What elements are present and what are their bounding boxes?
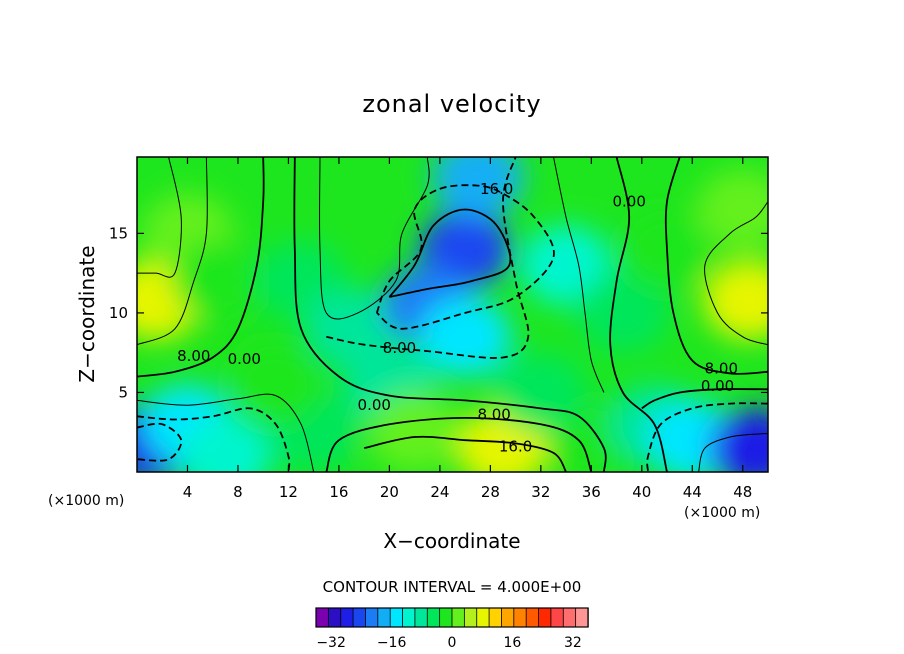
y-axis: 5 10 15	[109, 224, 768, 401]
field-patch-2	[173, 241, 266, 322]
contour-label-8: 8.00	[705, 360, 738, 378]
x-tick-label-5: 24	[430, 483, 449, 501]
x-unit-right: (×1000 m)	[684, 505, 760, 521]
x-tick-label-4: 20	[380, 483, 399, 501]
colorbar-swatch-3	[352, 607, 367, 628]
y-tick-label-1: 10	[109, 304, 128, 322]
colorbar	[315, 607, 589, 628]
field-patch-7	[431, 157, 524, 218]
y-tick-label-2: 15	[109, 224, 128, 242]
field-patch-11	[576, 272, 669, 353]
field-patch-14	[696, 169, 768, 250]
field-patch-26	[494, 352, 587, 433]
plot-area	[137, 157, 768, 472]
colorbar-swatch-16	[513, 607, 527, 628]
contour-line-0	[137, 157, 265, 378]
field-patch-17	[179, 416, 272, 472]
x-tick-label-1: 8	[233, 483, 243, 501]
colorbar-swatch-5	[377, 607, 391, 628]
contour-line-2	[137, 157, 182, 278]
x-tick-label-6: 28	[481, 483, 500, 501]
colorbar-swatch-17	[525, 607, 540, 628]
colorbar-swatch-15	[501, 607, 515, 628]
y-axis-label: Z−coordinate	[75, 245, 99, 382]
x-tick-label-10: 44	[683, 483, 702, 501]
colorbar-swatch-0	[315, 607, 330, 628]
y-tick-label-0: 5	[118, 383, 128, 401]
colorbar-swatch-12	[463, 607, 478, 628]
contour-label-0: 16.0	[480, 180, 513, 198]
contour-label-3: 0.00	[228, 350, 261, 368]
colorbar-swatch-11	[451, 607, 466, 628]
contour-line-3	[293, 157, 607, 472]
x-tick-label-7: 32	[531, 483, 550, 501]
x-tick-label-2: 12	[279, 483, 298, 501]
field-patch-20	[368, 392, 461, 472]
x-tick-label-0: 4	[183, 483, 193, 501]
x-tick-label-11: 48	[733, 483, 752, 501]
contour-line-13	[646, 402, 768, 472]
colorbar-swatch-14	[488, 607, 503, 628]
contour-line-19	[698, 433, 768, 472]
contour-line-12	[641, 388, 768, 410]
x-tick-label-9: 40	[632, 483, 651, 501]
x-tick-label-3: 16	[329, 483, 348, 501]
contour-line-10	[664, 157, 768, 375]
contour-line-1	[137, 157, 208, 346]
field-patch-13	[703, 260, 768, 341]
contour-line-5	[388, 208, 512, 298]
plot-frame	[136, 156, 769, 473]
contour-line-16	[137, 407, 291, 472]
colorbar-swatch-10	[439, 607, 453, 628]
colorbar-frame	[315, 607, 589, 628]
contour-line-6	[326, 157, 530, 359]
field-patch-10	[520, 225, 613, 306]
contour-line-11	[704, 201, 768, 346]
contour-line-18	[137, 393, 315, 472]
colorbar-ticks: −32 −16 0 16 32	[316, 635, 581, 651]
colorbar-swatch-21	[575, 607, 589, 628]
colorbar-tick-label-0: −32	[316, 635, 346, 651]
x-unit-left: (×1000 m)	[48, 493, 124, 509]
contour-line-17	[137, 422, 183, 462]
contour-line-14	[325, 416, 593, 472]
contour-line-7	[319, 157, 430, 320]
colorbar-swatch-1	[327, 607, 342, 628]
colorbar-tick-label-3: 16	[503, 635, 521, 651]
colorbar-swatch-13	[476, 607, 490, 628]
chart-title: zonal velocity	[362, 90, 541, 118]
contour-label-7: 16.0	[499, 438, 532, 456]
contour-label-5: 0.00	[358, 396, 391, 414]
colorbar-tick-label-1: −16	[377, 635, 407, 651]
colorbar-swatch-19	[550, 607, 564, 628]
colorbar-swatch-20	[562, 607, 577, 628]
colorbar-swatch-4	[365, 607, 379, 628]
contour-line-9	[609, 157, 668, 472]
colorbar-tick-label-2: 0	[448, 635, 457, 651]
colorbar-tick-label-4: 32	[564, 635, 582, 651]
colorbar-swatch-7	[402, 607, 416, 628]
contour-label-1: 0.00	[612, 193, 645, 211]
colorbar-swatch-18	[538, 607, 552, 628]
colorbar-swatch-6	[389, 607, 404, 628]
field-patch-25	[229, 344, 322, 425]
x-tick-label-8: 36	[582, 483, 601, 501]
contour-lines	[137, 157, 768, 472]
x-axis: 4 8 12 16 20 24 28 32 36 40 44 48	[183, 157, 752, 501]
contour-interval: CONTOUR INTERVAL = 4.000E+00	[323, 578, 582, 596]
contour-line-15	[364, 435, 567, 472]
colorbar-swatch-2	[340, 607, 354, 628]
contour-label-9: 0.00	[701, 377, 734, 395]
x-axis-label: X−coordinate	[383, 529, 520, 553]
contour-label-6: 8.00	[477, 406, 510, 424]
field-patch-24	[709, 408, 768, 472]
field-patch-8	[419, 296, 512, 377]
contour-label-2: 8.00	[177, 347, 210, 365]
colorbar-swatch-9	[426, 607, 441, 628]
contour-label-4: 8.00	[383, 339, 416, 357]
contour-line-8	[553, 157, 605, 393]
colorbar-swatch-8	[414, 607, 428, 628]
